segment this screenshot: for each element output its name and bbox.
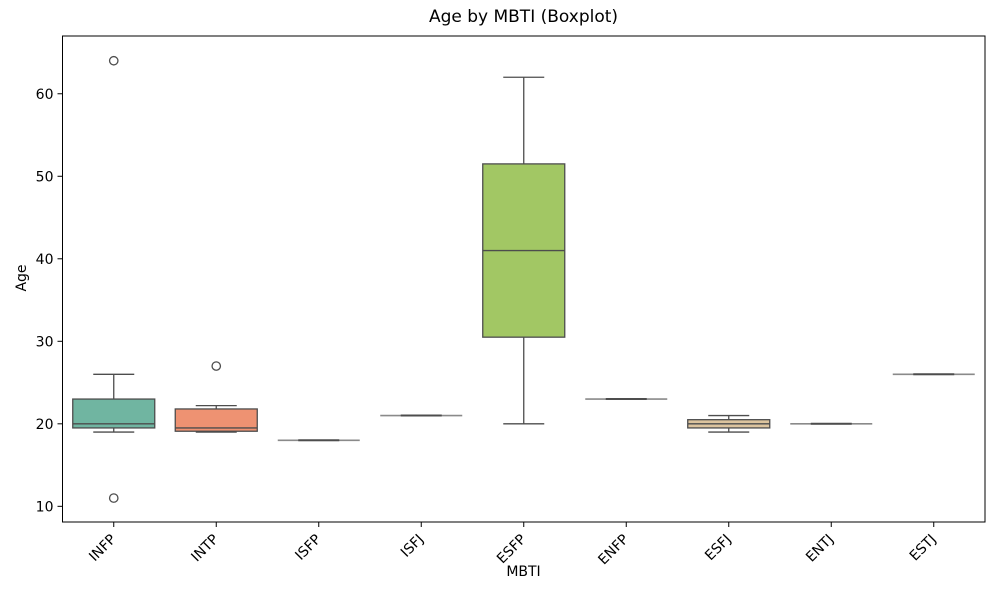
- x-tick-label-ESFP: ESFP: [494, 532, 530, 568]
- x-tick-label-ISFP: ISFP: [292, 532, 324, 564]
- outlier-point: [108, 493, 119, 503]
- x-tick-label-INTP: INTP: [188, 532, 222, 566]
- y-tick-label: 20: [36, 417, 54, 433]
- y-tick-label: 30: [36, 334, 54, 350]
- outlier-point: [211, 361, 222, 371]
- x-tick-label-ESFJ: ESFJ: [702, 532, 734, 564]
- y-tick-label: 40: [36, 252, 54, 268]
- box-rect-INTP: [174, 408, 258, 432]
- x-tick-label-ESTJ: ESTJ: [907, 532, 940, 565]
- chart-title: Age by MBTI (Boxplot): [428, 7, 619, 27]
- x-tick-label-ISFJ: ISFJ: [398, 532, 427, 561]
- y-axis-label: Age: [14, 264, 30, 292]
- x-tick-label-INFP: INFP: [86, 532, 119, 565]
- y-tick-label: 50: [36, 169, 54, 185]
- outlier-point: [108, 55, 119, 66]
- x-tick-label-ENFP: ENFP: [595, 532, 632, 569]
- x-axis-label: MBTI: [506, 564, 541, 580]
- y-tick-label: 10: [36, 499, 54, 515]
- x-tick-label-ENTJ: ENTJ: [803, 532, 837, 566]
- y-tick-label: 60: [36, 87, 54, 103]
